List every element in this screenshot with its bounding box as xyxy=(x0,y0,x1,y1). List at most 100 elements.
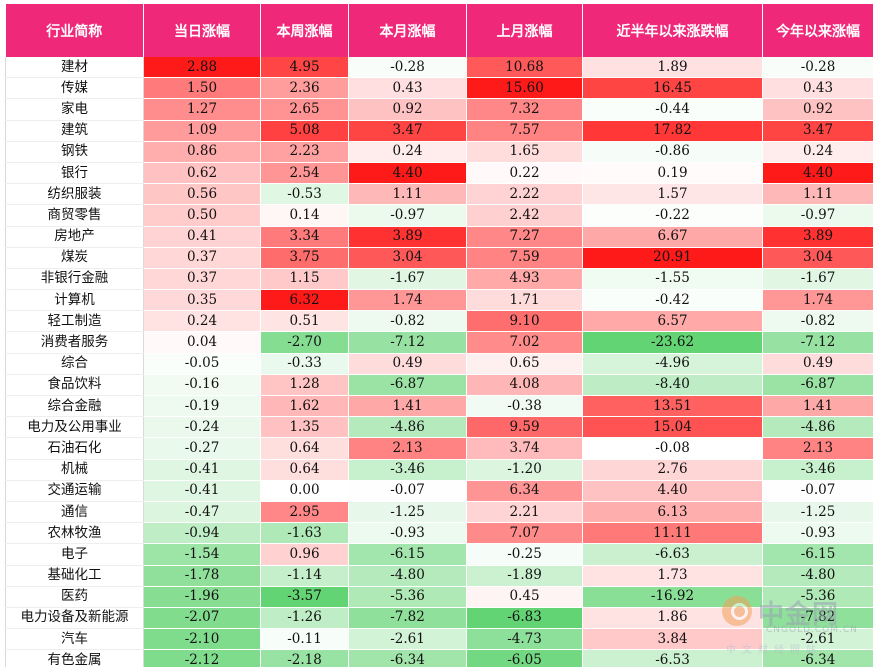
value-cell: -0.08 xyxy=(582,437,763,460)
industry-name-cell: 电力及公用事业 xyxy=(5,416,144,439)
value-cell: -0.82 xyxy=(762,310,874,333)
value-cell: 0.50 xyxy=(143,204,261,227)
industry-name-cell: 基础化工 xyxy=(5,565,144,587)
column-header: 近半年以来涨跌幅 xyxy=(582,4,763,57)
value-cell: -4.80 xyxy=(762,565,874,587)
value-cell: 15.04 xyxy=(582,416,763,439)
value-cell: -0.27 xyxy=(143,437,261,460)
value-cell: -2.10 xyxy=(143,628,261,651)
value-cell: 11.11 xyxy=(582,522,763,545)
table-row: 轻工制造 0.24 0.51 -0.82 9.10 6.57 -0.82 xyxy=(5,310,874,333)
value-cell: 0.24 xyxy=(143,310,261,333)
value-cell: 1.28 xyxy=(260,374,349,397)
value-cell: 1.74 xyxy=(348,289,467,312)
industry-name-cell: 石油石化 xyxy=(5,437,144,460)
column-header: 今年以来涨幅 xyxy=(762,4,874,57)
value-cell: -1.54 xyxy=(143,543,261,566)
value-cell: 2.54 xyxy=(260,162,349,185)
column-header: 行业简称 xyxy=(5,4,144,57)
value-cell: -1.14 xyxy=(260,565,349,587)
value-cell: -7.82 xyxy=(762,607,874,630)
value-cell: 2.42 xyxy=(466,204,583,227)
table-row: 食品饮料 -0.16 1.28 -6.87 4.08 -8.40 -6.87 xyxy=(5,374,874,397)
value-cell: -0.28 xyxy=(348,57,467,79)
industry-name-cell: 交通运输 xyxy=(5,480,144,502)
value-cell: 0.64 xyxy=(260,459,349,481)
value-cell: 17.82 xyxy=(582,120,763,142)
value-cell: -5.36 xyxy=(762,586,874,608)
value-cell: -1.26 xyxy=(260,607,349,630)
value-cell: -3.46 xyxy=(762,459,874,481)
value-cell: -2.18 xyxy=(260,649,349,667)
industry-name-cell: 消费者服务 xyxy=(5,331,144,354)
value-cell: 9.59 xyxy=(466,416,583,439)
value-cell: 2.23 xyxy=(260,141,349,163)
industry-name-cell: 商贸零售 xyxy=(5,204,144,227)
value-cell: -2.70 xyxy=(260,331,349,354)
value-cell: -6.15 xyxy=(348,543,467,566)
value-cell: 2.22 xyxy=(466,183,583,206)
industry-name-cell: 电力设备及新能源 xyxy=(5,607,144,630)
value-cell: 0.24 xyxy=(762,141,874,163)
watermark-subtitle: 中文财经网站 xyxy=(726,645,822,656)
value-cell: 0.43 xyxy=(762,77,874,100)
value-cell: 10.68 xyxy=(466,57,583,79)
value-cell: 7.27 xyxy=(466,226,583,248)
value-cell: 1.86 xyxy=(582,607,763,630)
value-cell: 1.11 xyxy=(348,183,467,206)
value-cell: -23.62 xyxy=(582,331,763,354)
value-cell: -7.12 xyxy=(348,331,467,354)
watermark-name: 中金网 xyxy=(758,600,840,630)
value-cell: 1.57 xyxy=(582,183,763,206)
value-cell: -2.07 xyxy=(143,607,261,630)
value-cell: 0.56 xyxy=(143,183,261,206)
logo-circle-icon xyxy=(722,596,752,626)
value-cell: 1.41 xyxy=(762,395,874,418)
value-cell: 3.89 xyxy=(762,226,874,248)
value-cell: -0.82 xyxy=(348,310,467,333)
value-cell: -6.34 xyxy=(762,649,874,667)
value-cell: 1.11 xyxy=(762,183,874,206)
table-row: 电力及公用事业 -0.24 1.35 -4.86 9.59 15.04 -4.86 xyxy=(5,416,874,439)
value-cell: 16.45 xyxy=(582,77,763,100)
value-cell: -0.41 xyxy=(143,459,261,481)
column-header: 本月涨幅 xyxy=(348,4,467,57)
value-cell: -3.46 xyxy=(348,459,467,481)
value-cell: 7.59 xyxy=(466,247,583,269)
value-cell: 0.22 xyxy=(466,162,583,185)
value-cell: 1.71 xyxy=(466,289,583,312)
value-cell: -6.83 xyxy=(466,607,583,630)
value-cell: 4.93 xyxy=(466,268,583,291)
value-cell: -0.86 xyxy=(582,141,763,163)
industry-name-cell: 煤炭 xyxy=(5,247,144,269)
value-cell: -6.87 xyxy=(762,374,874,397)
value-cell: -0.19 xyxy=(143,395,261,418)
value-cell: 6.67 xyxy=(582,226,763,248)
table-row: 农林牧渔 -0.94 -1.63 -0.93 7.07 11.11 -0.93 xyxy=(5,522,874,545)
value-cell: 0.35 xyxy=(143,289,261,312)
industry-name-cell: 农林牧渔 xyxy=(5,522,144,545)
value-cell: -4.86 xyxy=(348,416,467,439)
value-cell: 1.73 xyxy=(582,565,763,587)
value-cell: 5.08 xyxy=(260,120,349,142)
value-cell: 0.04 xyxy=(143,331,261,354)
value-cell: 2.65 xyxy=(260,98,349,121)
value-cell: 4.95 xyxy=(260,57,349,79)
industry-name-cell: 机械 xyxy=(5,459,144,481)
value-cell: 3.47 xyxy=(762,120,874,142)
table-row: 石油石化 -0.27 0.64 2.13 3.74 -0.08 2.13 xyxy=(5,437,874,460)
value-cell: -2.61 xyxy=(762,628,874,651)
value-cell: -1.20 xyxy=(466,459,583,481)
table-row: 钢铁 0.86 2.23 0.24 1.65 -0.86 0.24 xyxy=(5,141,874,163)
value-cell: 1.65 xyxy=(466,141,583,163)
table-row: 银行 0.62 2.54 4.40 0.22 0.19 4.40 xyxy=(5,162,874,185)
table-row: 交通运输 -0.41 0.00 -0.07 6.34 4.40 -0.07 xyxy=(5,480,874,502)
value-cell: -4.80 xyxy=(348,565,467,587)
value-cell: 3.47 xyxy=(348,120,467,142)
value-cell: 0.24 xyxy=(348,141,467,163)
value-cell: 2.21 xyxy=(466,501,583,524)
value-cell: -8.40 xyxy=(582,374,763,397)
industry-name-cell: 汽车 xyxy=(5,628,144,651)
industry-name-cell: 钢铁 xyxy=(5,141,144,163)
value-cell: 1.27 xyxy=(143,98,261,121)
